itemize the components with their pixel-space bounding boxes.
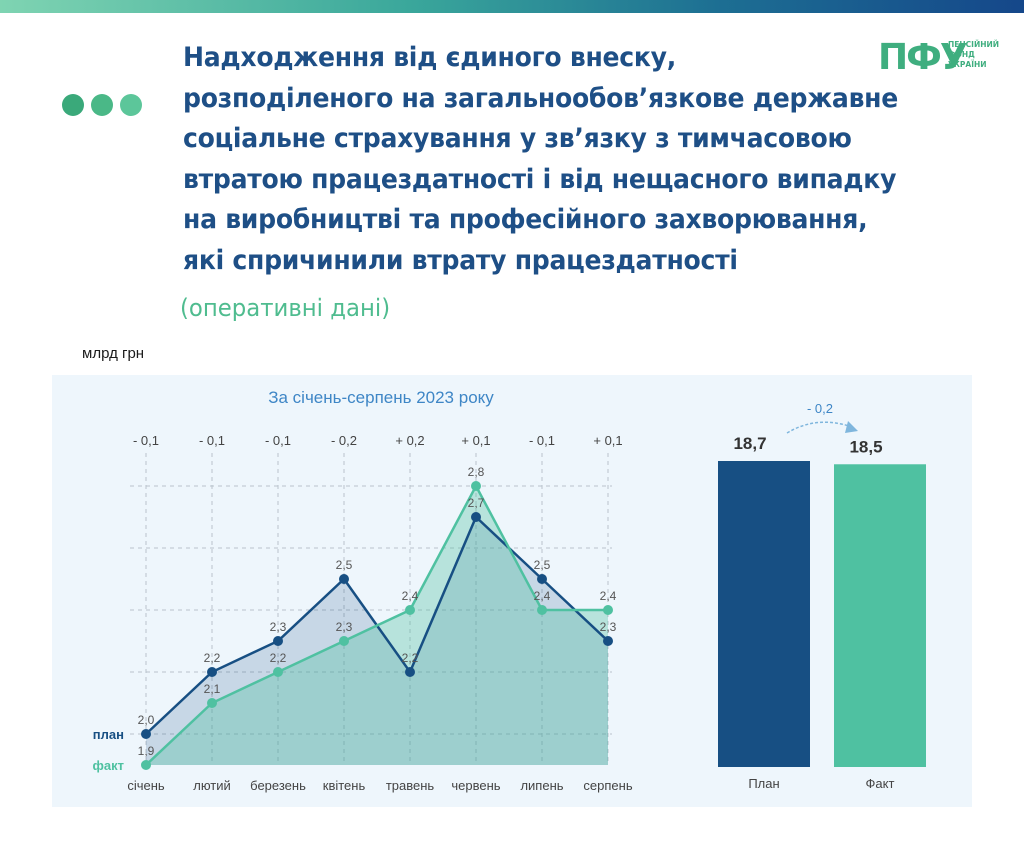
x-tick-label: лютий: [193, 778, 231, 793]
logo-mark: ПФУ: [878, 37, 968, 78]
page-title: Надходження від єдиного внеску, розподіл…: [183, 42, 899, 276]
dot-icon: [120, 94, 142, 116]
fact-value-label: 2,2: [270, 651, 287, 665]
logo-text: ПЕНСІЙНИЙ ФОНД УКРАЇНИ: [948, 40, 1000, 69]
fact-point: [537, 605, 547, 615]
bar-value-label: 18,5: [849, 437, 882, 456]
top-gradient-bar: [0, 0, 1024, 13]
bar-value-label: 18,7: [733, 434, 766, 453]
x-tick-label: серпень: [583, 778, 632, 793]
difference-label: - 0,1: [133, 433, 159, 448]
fact-point: [339, 636, 349, 646]
fact-point: [405, 605, 415, 615]
fact-point: [273, 667, 283, 677]
chart-title: За січень-серпень 2023 року: [268, 388, 494, 407]
chart-panel: За січень-серпень 2023 року - 0,1 - 0,1 - 0…: [52, 375, 972, 807]
dot-icon: [62, 94, 84, 116]
chart-canvas: За січень-серпень 2023 року - 0,1 - 0,1 - 0…: [93, 388, 926, 793]
legend-plan: план: [93, 727, 124, 742]
plan-point: [537, 574, 547, 584]
fact-value-label: 2,8: [468, 465, 485, 479]
bar-category-label: План: [748, 776, 779, 791]
plan-point: [603, 636, 613, 646]
plan-value-label: 2,5: [534, 558, 551, 572]
arrow-head-icon: [845, 421, 858, 433]
plan-value-label: 2,0: [138, 713, 155, 727]
difference-label: - 0,1: [529, 433, 555, 448]
difference-label: - 0,1: [199, 433, 225, 448]
unit-label: млрд грн: [82, 345, 145, 362]
pfu-logo: ПФУ ПЕНСІЙНИЙ ФОНД УКРАЇНИ: [878, 37, 999, 78]
plan-point: [273, 636, 283, 646]
bar-category-label: Факт: [866, 776, 895, 791]
plan-area: [146, 517, 608, 765]
bar-difference-label: - 0,2: [807, 401, 833, 416]
plan-point: [207, 667, 217, 677]
plan-value-label: 2,3: [600, 620, 617, 634]
difference-label: + 0,1: [461, 433, 490, 448]
plan-point: [471, 512, 481, 522]
plan-point: [405, 667, 415, 677]
x-tick-label: березень: [250, 778, 306, 793]
plan-point: [141, 729, 151, 739]
difference-label: - 0,1: [265, 433, 291, 448]
difference-label: + 0,2: [395, 433, 424, 448]
plan-value-label: 2,2: [402, 651, 419, 665]
fact-series-line: [145, 483, 608, 766]
fact-point: [471, 481, 481, 491]
difference-label: + 0,1: [593, 433, 622, 448]
fact-value-label: 2,1: [204, 682, 221, 696]
fact-value-label: 1,9: [138, 744, 155, 758]
x-tick-label: травень: [386, 778, 435, 793]
fact-value-label: 2,4: [402, 589, 419, 603]
fact-point: [141, 760, 151, 770]
page-subtitle: (оперативні дані): [180, 294, 391, 322]
bar: [718, 461, 810, 767]
plan-point: [339, 574, 349, 584]
plan-value-label: 2,7: [468, 496, 485, 510]
fact-value-label: 2,4: [600, 589, 617, 603]
dot-icon: [91, 94, 113, 116]
legend-fact: факт: [93, 758, 124, 773]
plan-value-label: 2,3: [270, 620, 287, 634]
x-tick-label: червень: [451, 778, 500, 793]
plan-value-label: 2,2: [204, 651, 221, 665]
x-tick-label: липень: [520, 778, 563, 793]
x-tick-label: січень: [127, 778, 165, 793]
fact-point: [603, 605, 613, 615]
plan-value-label: 2,5: [336, 558, 353, 572]
fact-value-label: 2,3: [336, 620, 353, 634]
fact-value-label: 2,4: [534, 589, 551, 603]
x-tick-label: квітень: [323, 778, 366, 793]
difference-label: - 0,2: [331, 433, 357, 448]
difference-arrow: [786, 421, 853, 434]
fact-point: [207, 698, 217, 708]
bar: [834, 464, 926, 767]
